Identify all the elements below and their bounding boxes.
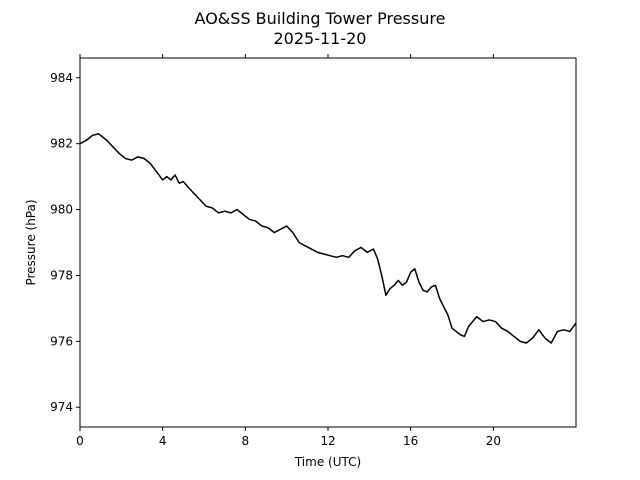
y-axis-label: Pressure (hPa) xyxy=(24,199,38,285)
axis-ticks: 0 4 8 12 16 20 974 976 978 980 982 984 xyxy=(50,54,501,448)
pressure-line xyxy=(79,133,577,344)
x-tick-label: 8 xyxy=(242,434,250,448)
chart-subtitle: 2025-11-20 xyxy=(274,29,367,48)
y-tick-label: 984 xyxy=(50,71,73,85)
y-tick-label: 980 xyxy=(50,203,73,217)
plot-frame xyxy=(79,57,577,428)
chart-title: AO&SS Building Tower Pressure xyxy=(195,9,446,28)
x-tick-label: 0 xyxy=(76,434,84,448)
y-tick-label: 976 xyxy=(50,334,73,348)
y-tick-label: 982 xyxy=(50,137,73,151)
y-tick-label: 974 xyxy=(50,400,73,414)
y-tick-label: 978 xyxy=(50,268,73,282)
x-tick-label: 20 xyxy=(486,434,501,448)
x-axis-label: Time (UTC) xyxy=(294,455,361,469)
x-tick-label: 4 xyxy=(159,434,167,448)
x-tick-label: 12 xyxy=(320,434,335,448)
x-tick-label: 16 xyxy=(403,434,418,448)
